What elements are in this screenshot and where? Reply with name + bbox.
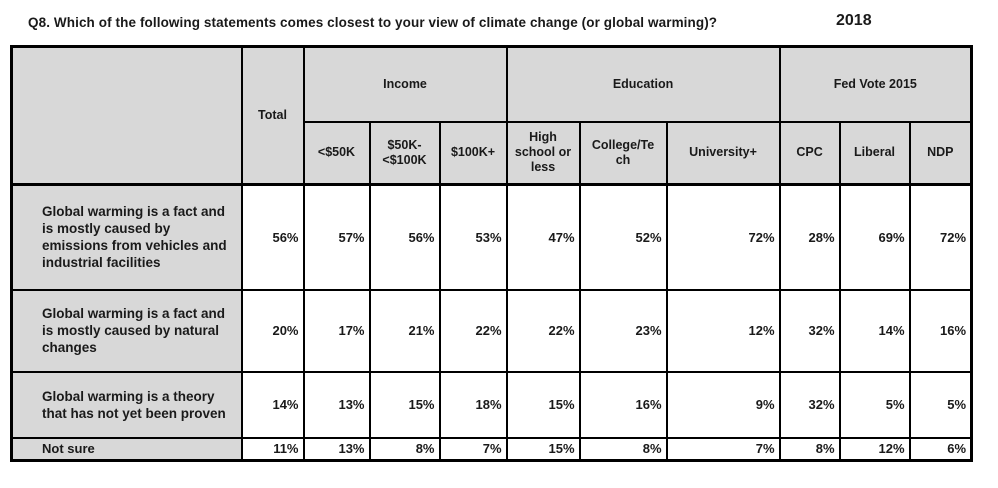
group-header-education: Education	[505, 45, 781, 123]
column-header-college-tech: College/Te ch	[578, 120, 668, 186]
value-cell: 5%	[908, 370, 973, 439]
value-cell: 15%	[505, 370, 581, 439]
value-cell: 9%	[665, 370, 781, 439]
value-cell: 15%	[505, 436, 581, 462]
value-cell: 21%	[368, 288, 441, 373]
value-cell: 47%	[505, 183, 581, 291]
value-cell: 7%	[665, 436, 781, 462]
value-cell: 72%	[665, 183, 781, 291]
value-cell: 6%	[908, 436, 973, 462]
column-header-100k-plus: $100K+	[438, 120, 508, 186]
value-cell: 32%	[778, 370, 841, 439]
value-cell: 8%	[578, 436, 668, 462]
column-header-under-50k: <$50K	[302, 120, 371, 186]
value-cell: 14%	[240, 370, 305, 439]
row-label-fact-natural: Global warming is a fact and is mostly c…	[10, 288, 243, 373]
column-header-university-plus: University+	[665, 120, 781, 186]
year-label: 2018	[836, 12, 872, 29]
value-cell: 7%	[438, 436, 508, 462]
value-cell: 12%	[665, 288, 781, 373]
question-title: Q8. Which of the following statements co…	[28, 15, 718, 30]
row-label-theory-not-proven: Global warming is a theory that has not …	[10, 370, 243, 439]
row-label-fact-emissions: Global warming is a fact and is mostly c…	[10, 183, 243, 291]
group-header-income: Income	[302, 45, 508, 123]
value-cell: 53%	[438, 183, 508, 291]
table-row: Global warming is a fact and is mostly c…	[10, 183, 973, 291]
column-header-high-school-or-less: High school or less	[505, 120, 581, 186]
value-cell: 57%	[302, 183, 371, 291]
value-cell: 28%	[778, 183, 841, 291]
value-cell: 18%	[438, 370, 508, 439]
column-header-ndp: NDP	[908, 120, 973, 186]
group-header-fed-vote-2015: Fed Vote 2015	[778, 45, 973, 123]
value-cell: 23%	[578, 288, 668, 373]
value-cell: 14%	[838, 288, 911, 373]
value-cell: 16%	[578, 370, 668, 439]
value-cell: 56%	[368, 183, 441, 291]
value-cell: 13%	[302, 370, 371, 439]
value-cell: 20%	[240, 288, 305, 373]
value-cell: 8%	[778, 436, 841, 462]
value-cell: 12%	[838, 436, 911, 462]
crosstab-table: Total Income Education Fed Vote 2015 <$5…	[10, 45, 974, 462]
column-header-50k-to-100k: $50K- <$100K	[368, 120, 441, 186]
value-cell: 72%	[908, 183, 973, 291]
value-cell: 22%	[438, 288, 508, 373]
row-label-not-sure: Not sure	[10, 436, 243, 462]
table-row: Not sure 11% 13% 8% 7% 15% 8% 7% 8% 12% …	[10, 436, 973, 462]
corner-cell	[10, 45, 243, 186]
total-column-header: Total	[240, 45, 305, 186]
value-cell: 52%	[578, 183, 668, 291]
table-row: Global warming is a fact and is mostly c…	[10, 288, 973, 373]
value-cell: 15%	[368, 370, 441, 439]
value-cell: 13%	[302, 436, 371, 462]
value-cell: 69%	[838, 183, 911, 291]
value-cell: 16%	[908, 288, 973, 373]
value-cell: 8%	[368, 436, 441, 462]
value-cell: 32%	[778, 288, 841, 373]
value-cell: 5%	[838, 370, 911, 439]
value-cell: 22%	[505, 288, 581, 373]
column-header-cpc: CPC	[778, 120, 841, 186]
table-row: Global warming is a theory that has not …	[10, 370, 973, 439]
value-cell: 11%	[240, 436, 305, 462]
column-header-liberal: Liberal	[838, 120, 911, 186]
value-cell: 56%	[240, 183, 305, 291]
value-cell: 17%	[302, 288, 371, 373]
